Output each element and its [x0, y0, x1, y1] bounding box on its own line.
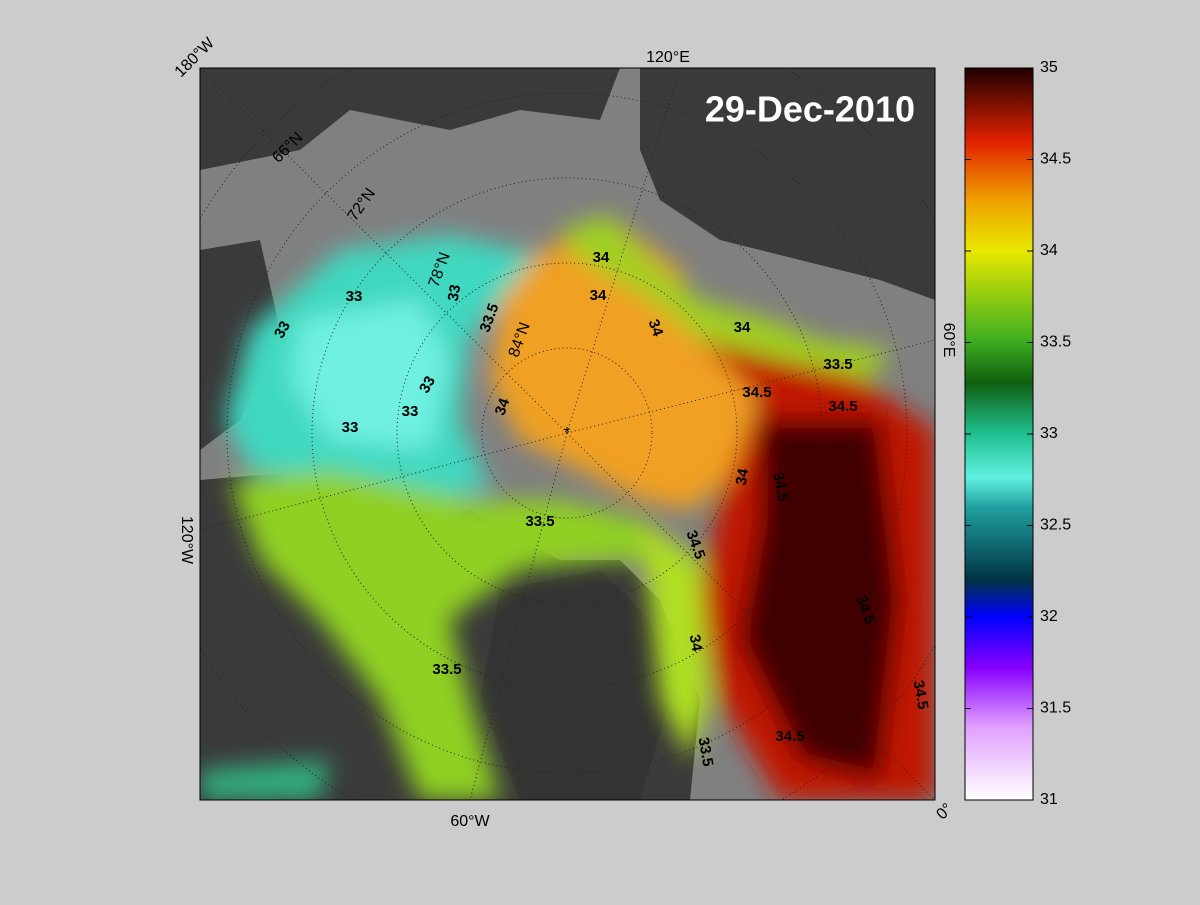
contour-label: 34.5	[910, 679, 932, 711]
contour-label: 33.5	[525, 513, 554, 530]
meridian-label: 60°E	[940, 323, 957, 358]
meridian-label: 0°	[933, 800, 956, 823]
land	[200, 240, 280, 450]
colorbar-tick-label: 31	[1040, 791, 1058, 808]
date-label: 29-Dec-2010	[705, 89, 915, 130]
contour-label: 34.5	[775, 728, 804, 745]
pole-marker: *	[564, 425, 570, 442]
contour-label: 33	[416, 373, 439, 396]
colorbar-tick-label: 32	[1040, 608, 1058, 625]
colorbar	[964, 67, 1034, 801]
colorbar-tick-label: 31.5	[1040, 700, 1071, 717]
contour-label: 33.5	[695, 736, 717, 768]
contour-label: 34	[645, 317, 667, 339]
contour-label: 34.5	[742, 384, 771, 401]
meridian-label: 120°E	[646, 49, 690, 66]
contour-label: 34	[686, 633, 706, 653]
greenland	[480, 570, 670, 800]
colorbar-tick-label: 35	[1040, 59, 1058, 76]
colorbar-tick-label: 34	[1040, 242, 1058, 259]
land	[640, 68, 935, 300]
contour-label: 33	[402, 403, 419, 420]
meridian-label: 60°W	[450, 813, 490, 830]
salinity-field	[200, 215, 935, 800]
contour-label: 33	[346, 288, 363, 305]
colorbar-tick-label: 33.5	[1040, 334, 1071, 351]
contour-label: 33.5	[432, 661, 461, 678]
meridian-label: 120°W	[178, 516, 195, 565]
contour-label: 34.5	[828, 398, 857, 415]
map: *	[200, 68, 935, 800]
contour-label: 33.5	[823, 356, 852, 373]
contour-label: 34	[590, 287, 607, 304]
colorbar-tick-label: 34.5	[1040, 151, 1071, 168]
contour-label: 34	[733, 467, 753, 487]
contour-label: 34	[734, 319, 751, 336]
contour-label: 33	[271, 318, 294, 341]
land	[200, 68, 620, 170]
contour-label: 33	[445, 283, 465, 302]
contour-label: 34	[593, 249, 610, 266]
contour-label: 34	[492, 395, 514, 417]
contour-label: 34.5	[770, 471, 792, 503]
colorbar-tick-label: 32.5	[1040, 517, 1071, 534]
graticule	[200, 68, 935, 800]
map-frame	[199, 67, 936, 801]
contour-label: 33	[342, 419, 359, 436]
colorbar-tick-label: 33	[1040, 425, 1058, 442]
